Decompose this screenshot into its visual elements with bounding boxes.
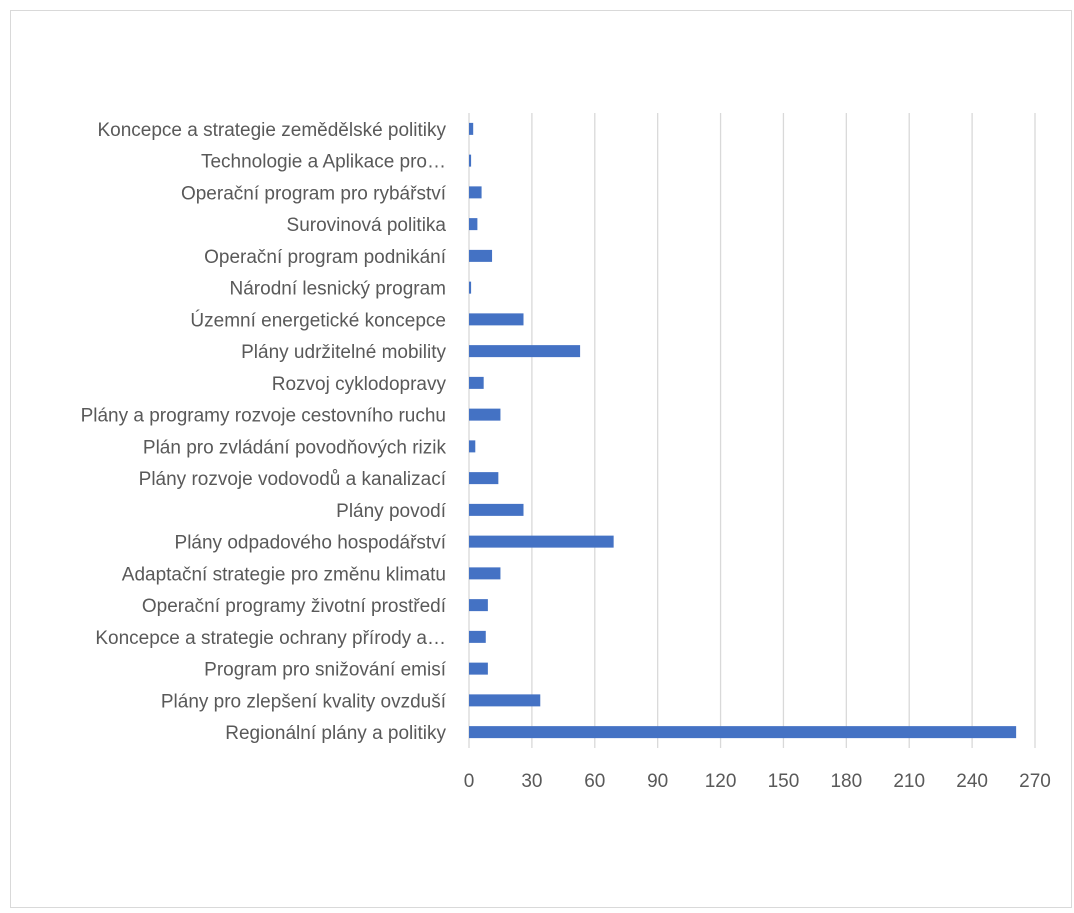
- bar: [469, 281, 472, 294]
- x-tick-label: 30: [521, 771, 542, 792]
- category-label: Koncepce a strategie zemědělské politiky: [97, 120, 446, 141]
- bar: [469, 345, 581, 358]
- x-tick-labels: 0 30 60 90 120 150 180 210 240 270: [464, 771, 1051, 792]
- bar: [469, 408, 501, 421]
- category-label: Plány povodí: [336, 501, 447, 522]
- x-tick-label: 150: [768, 771, 800, 792]
- bar: [469, 726, 1017, 739]
- x-tick-label: 0: [464, 771, 475, 792]
- bar: [469, 154, 472, 167]
- category-label: Adaptační strategie pro změnu klimatu: [122, 564, 446, 585]
- category-label: Technologie a Aplikace pro…: [201, 152, 446, 173]
- bar: [469, 503, 524, 516]
- category-label: Regionální plány a politiky: [225, 723, 446, 744]
- chart-frame: [10, 10, 1072, 908]
- category-label: Operační program pro rybářství: [181, 183, 447, 204]
- x-tick-label: 120: [705, 771, 737, 792]
- bar: [469, 313, 524, 326]
- bar: [469, 440, 476, 453]
- category-label: Operační program podnikání: [204, 247, 447, 268]
- x-tick-label: 180: [830, 771, 862, 792]
- category-label: Plány a programy rozvoje cestovního ruch…: [81, 406, 446, 427]
- x-tick-label: 60: [584, 771, 605, 792]
- gridlines: [468, 113, 1036, 748]
- x-tick-label: 270: [1019, 771, 1051, 792]
- category-label: Plány pro zlepšení kvality ovzduší: [161, 691, 447, 712]
- x-tick-label: 90: [647, 771, 668, 792]
- bar: [469, 694, 541, 707]
- x-tick-label: 210: [893, 771, 925, 792]
- category-label: Územní energetické koncepce: [190, 309, 446, 331]
- category-label: Rozvoj cyklodopravy: [272, 374, 447, 395]
- category-label: Koncepce a strategie ochrany přírody a…: [95, 628, 446, 649]
- bar: [469, 218, 478, 231]
- bar: [469, 186, 482, 199]
- bar: [469, 662, 488, 675]
- bar: [469, 567, 501, 580]
- category-label: Operační programy životní prostředí: [142, 596, 447, 617]
- category-label: Surovinová politika: [287, 215, 447, 236]
- category-label: Plány odpadového hospodářství: [175, 533, 447, 554]
- category-label: Národní lesnický program: [230, 279, 446, 300]
- category-labels: Koncepce a strategie zemědělské politiky…: [81, 120, 447, 744]
- category-label: Program pro snižování emisí: [204, 660, 447, 681]
- bar: [469, 630, 486, 643]
- category-label: Plány udržitelné mobility: [241, 342, 446, 363]
- x-tick-label: 240: [956, 771, 988, 792]
- bars: [469, 122, 1017, 739]
- bar: [469, 249, 493, 262]
- bar: [469, 122, 474, 135]
- category-label: Plány rozvoje vodovodů a kanalizací: [139, 469, 447, 490]
- bar: [469, 535, 614, 548]
- bar: [469, 599, 488, 612]
- category-label: Plán pro zvládání povodňových rizik: [143, 437, 447, 458]
- bar: [469, 472, 499, 485]
- bar: [469, 376, 484, 389]
